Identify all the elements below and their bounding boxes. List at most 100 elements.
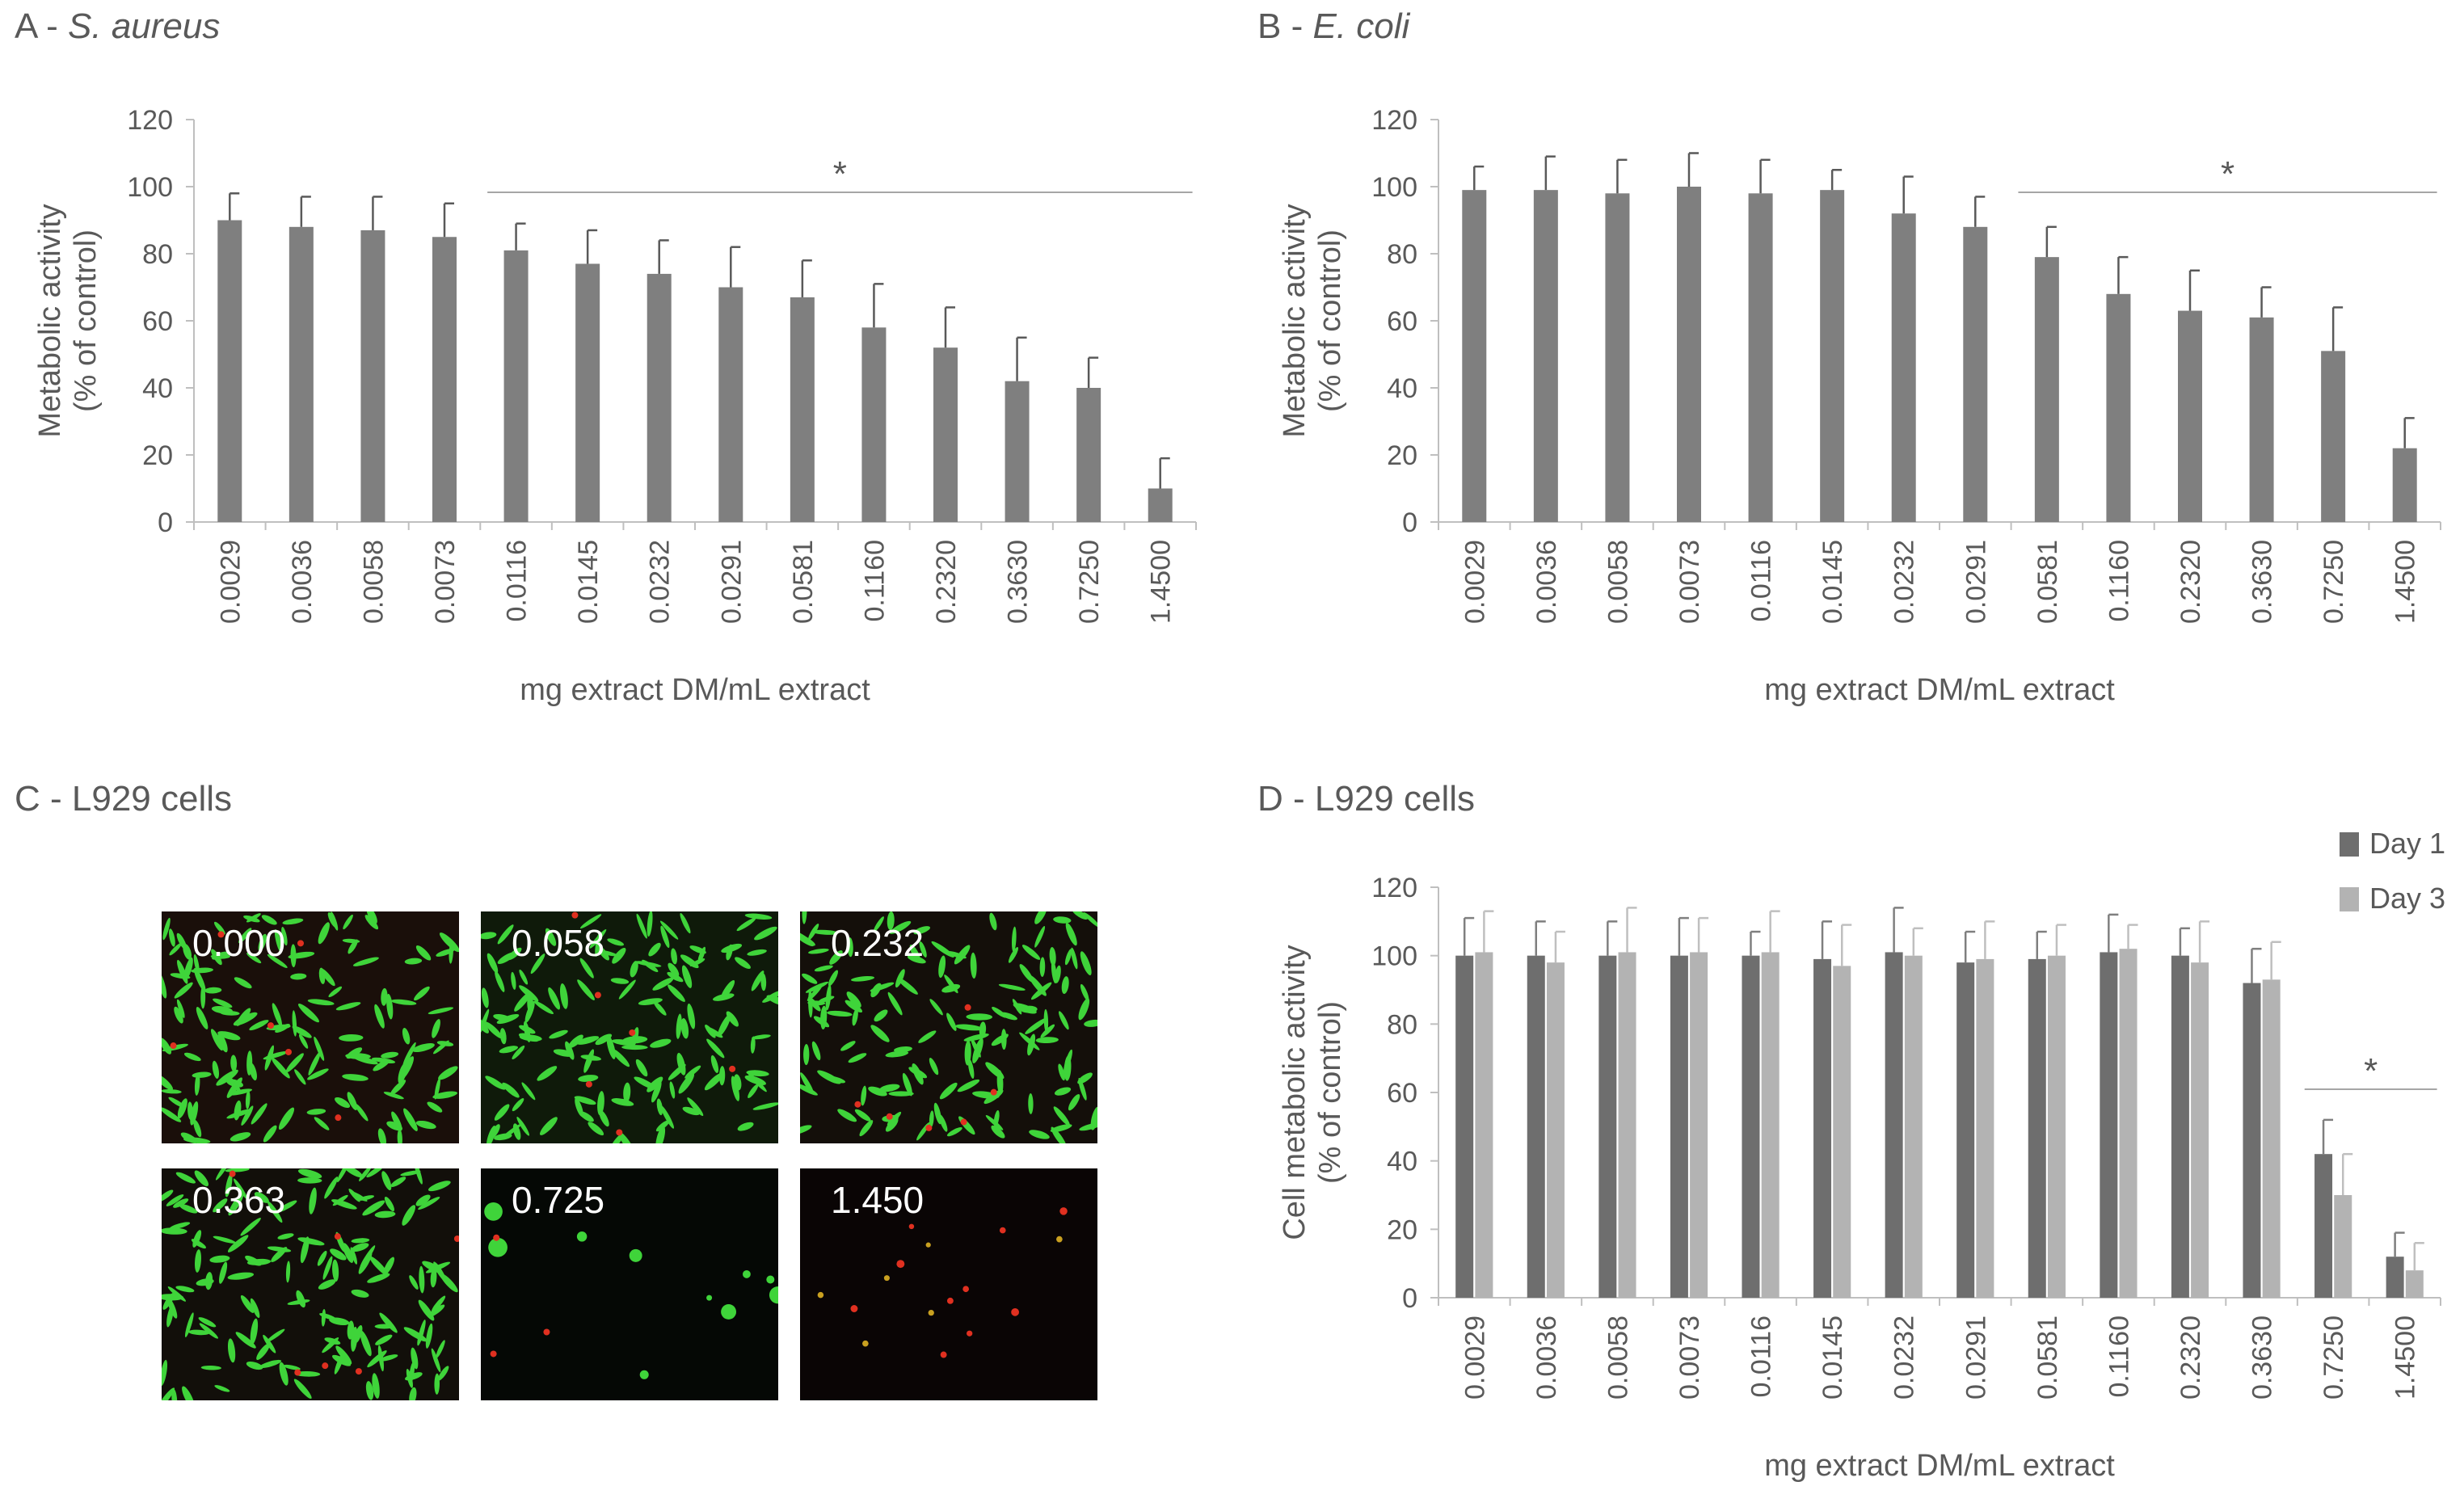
x-tick-label: 0.0291 — [1961, 540, 1991, 624]
y-axis-label: Metabolic activity — [1278, 204, 1312, 437]
bar-day1 — [2243, 983, 2261, 1298]
x-tick-label: 0.0581 — [2032, 540, 2063, 624]
y-axis-label: Metabolic activity — [33, 204, 67, 437]
x-tick-label: 0.0036 — [1531, 1316, 1562, 1400]
bar — [432, 237, 457, 522]
y-tick-label: 80 — [142, 239, 173, 270]
y-axis-label: Cell metabolic activity — [1278, 945, 1312, 1240]
x-tick-label: 0.0029 — [1459, 540, 1490, 624]
micrograph-1: 0.000 — [162, 911, 459, 1143]
panel-b-title: B - E. coli — [1257, 6, 1409, 47]
bar-day3 — [1618, 952, 1636, 1298]
bar-day1 — [2028, 958, 2046, 1298]
legend-label: Day 3 — [2369, 882, 2445, 915]
bar-day1 — [1598, 955, 1617, 1298]
micrograph-concentration-label: 0.058 — [512, 922, 605, 964]
x-tick-label: 0.3630 — [2247, 540, 2278, 624]
y-tick-label: 120 — [127, 105, 173, 136]
x-tick-label: 0.1160 — [2104, 1316, 2134, 1397]
y-tick-label: 40 — [1387, 1147, 1417, 1177]
bar-day1 — [1813, 958, 1832, 1298]
y-axis-label: (% of control) — [1313, 229, 1347, 412]
panel-b-organism: E. coli — [1312, 6, 1410, 46]
bar — [217, 220, 242, 522]
y-tick-label: 20 — [1387, 440, 1417, 471]
bar — [289, 226, 314, 522]
legend-label: Day 1 — [2369, 827, 2445, 860]
micrograph-concentration-label: 1.450 — [831, 1179, 925, 1221]
y-axis-label: (% of control) — [69, 229, 103, 412]
bar — [1148, 488, 1173, 522]
micrograph-cells — [484, 1202, 778, 1379]
panel-a-letter: A - — [15, 6, 69, 46]
x-tick-label: 0.7250 — [2319, 1316, 2349, 1400]
x-tick-label: 0.0145 — [1817, 1316, 1848, 1400]
bar-day1 — [1956, 962, 1975, 1298]
y-tick-label: 0 — [158, 507, 173, 538]
bar-day3 — [1690, 952, 1708, 1298]
x-tick-label: 0.0036 — [1531, 540, 1562, 624]
micrograph-cells — [162, 911, 459, 1143]
bar — [933, 347, 958, 522]
bar — [790, 297, 815, 522]
x-axis-label: mg extract DM/mL extract — [1764, 673, 2115, 707]
bar-day3 — [1475, 952, 1493, 1298]
micrograph-5: 0.725 — [481, 1168, 778, 1400]
x-tick-label: 0.7250 — [1074, 540, 1105, 624]
panel-b-letter: B - — [1257, 6, 1313, 46]
y-tick-label: 120 — [1371, 873, 1417, 903]
micrograph-concentration-label: 0.363 — [192, 1179, 286, 1221]
bar — [1462, 190, 1487, 522]
x-tick-label: 1.4500 — [2390, 540, 2421, 624]
micrograph-cells — [800, 911, 1097, 1143]
bar — [575, 263, 600, 522]
bar-day3 — [2047, 955, 2066, 1298]
bar-day3 — [2262, 979, 2281, 1298]
x-tick-label: 0.2320 — [931, 540, 962, 624]
x-tick-label: 1.4500 — [1146, 540, 1177, 624]
y-tick-label: 0 — [1402, 1283, 1417, 1314]
x-tick-label: 0.0116 — [502, 540, 533, 621]
bar-day1 — [1455, 955, 1474, 1298]
bar-day3 — [2405, 1270, 2424, 1298]
bar — [1891, 213, 1916, 522]
bar — [2034, 257, 2059, 522]
y-tick-label: 100 — [1371, 172, 1417, 203]
x-tick-label: 0.2320 — [2175, 540, 2206, 624]
x-tick-label: 0.0073 — [430, 540, 461, 624]
x-axis-label: mg extract DM/mL extract — [1764, 1449, 2115, 1483]
x-tick-label: 0.0581 — [788, 540, 819, 624]
bar — [360, 229, 385, 522]
panel-c-title: C - L929 cells — [15, 779, 233, 819]
y-tick-label: 100 — [1371, 941, 1417, 972]
significance-star: * — [2221, 154, 2234, 194]
bar-day3 — [2334, 1195, 2352, 1298]
micrograph-concentration-label: 0.232 — [831, 922, 925, 964]
bar-day3 — [1761, 952, 1780, 1298]
x-tick-label: 1.4500 — [2390, 1316, 2421, 1400]
bar-day1 — [1885, 952, 1903, 1298]
chart-d-l929: 0 20 40 60 80 100 120 0.0029 0.0036 0.0058 0.0073 0… — [1278, 827, 2445, 1483]
x-tick-label: 0.0116 — [1746, 1316, 1777, 1397]
bar-day1 — [1670, 955, 1688, 1298]
x-tick-label: 0.7250 — [2319, 540, 2349, 624]
x-tick-label: 0.0291 — [716, 540, 747, 624]
bar — [861, 327, 887, 522]
bar-day1 — [2100, 952, 2118, 1298]
chart-a-staphylococcus: 0 20 40 60 80 100 120 0.0029 0.0036 0.0058 0.0073 0… — [33, 105, 1197, 707]
bar — [2321, 351, 2346, 522]
x-tick-label: 0.2320 — [2175, 1316, 2206, 1400]
bar-day1 — [2171, 955, 2189, 1298]
y-tick-label: 120 — [1371, 105, 1417, 136]
significance-star: * — [2364, 1051, 2378, 1091]
y-tick-label: 60 — [142, 306, 173, 337]
bar-day3 — [1976, 958, 1994, 1298]
x-tick-label: 0.0058 — [358, 540, 389, 624]
x-tick-label: 0.0029 — [215, 540, 246, 624]
bar — [2106, 293, 2131, 522]
x-tick-label: 0.0029 — [1459, 1316, 1490, 1400]
bar — [1677, 187, 1701, 522]
micrograph-cells — [162, 1168, 459, 1400]
x-axis-label: mg extract DM/mL extract — [520, 673, 870, 707]
bar-day3 — [2191, 962, 2209, 1298]
